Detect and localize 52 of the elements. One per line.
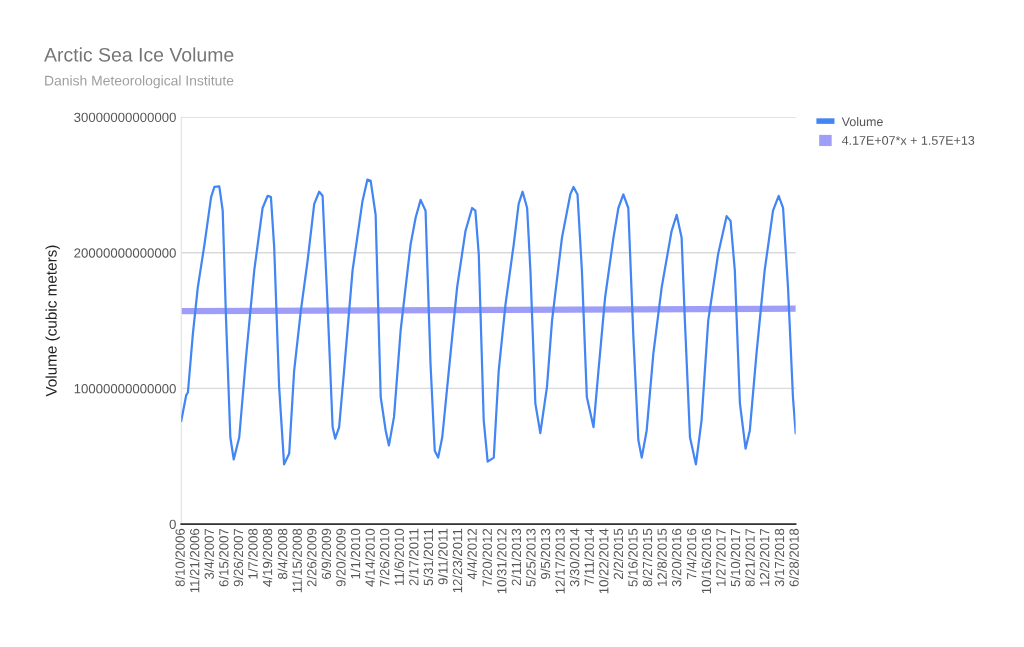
x-tick-label: 1/7/2008 <box>247 528 258 579</box>
x-tick-label: 7/11/2014 <box>584 528 594 586</box>
x-tick-label: 6/28/2018 <box>789 528 799 587</box>
x-tick-label: 5/25/2013 <box>525 528 536 587</box>
y-tick-label: 10000000000000 <box>74 383 176 394</box>
legend-label: 4.17E+07*x + 1.57E+13 <box>841 136 975 145</box>
x-tick-label: 8/4/2008 <box>277 528 288 580</box>
x-tick-label: 5/10/2017 <box>730 528 741 587</box>
x-tick-label: 2/2/2015 <box>613 528 624 579</box>
x-tick-label: 4/19/2008 <box>262 528 273 587</box>
y-tick-label: 0 <box>169 519 176 529</box>
x-tick-label: 7/4/2016 <box>686 528 697 579</box>
y-tick-label: 30000000000000 <box>74 112 176 123</box>
x-tick-label: 3/20/2016 <box>671 528 682 587</box>
x-tick-label: 6/9/2009 <box>321 528 332 579</box>
x-tick-label: 9/20/2009 <box>335 528 346 587</box>
x-tick-label: 4/14/2010 <box>365 528 375 587</box>
x-tick-label: 1/1/2010 <box>350 528 361 579</box>
x-tick-label: 6/15/2007 <box>218 528 229 587</box>
x-tick-label: 7/26/2010 <box>379 528 390 587</box>
x-tick-label: 3/4/2007 <box>204 528 214 580</box>
x-tick-label: 10/22/2014 <box>598 528 609 594</box>
x-tick-label: 1/27/2017 <box>715 528 726 586</box>
x-tick-label: 8/10/2006 <box>175 528 185 587</box>
x-tick-label: 10/16/2016 <box>701 528 712 594</box>
x-tick-label: 8/27/2015 <box>642 528 653 587</box>
legend-label: Volume <box>841 116 883 127</box>
x-tick-label: 2/26/2009 <box>306 528 317 587</box>
x-tick-label: 9/5/2013 <box>540 528 551 579</box>
x-tick-label: 7/20/2012 <box>482 528 492 587</box>
x-tick-label: 10/31/2012 <box>496 528 507 594</box>
x-tick-label: 2/11/2013 <box>511 528 522 586</box>
x-tick-label: 11/15/2008 <box>292 528 302 593</box>
x-tick-label: 12/2/2017 <box>759 528 770 586</box>
x-tick-label: 3/30/2014 <box>569 528 580 587</box>
x-tick-label: 12/23/2011 <box>452 528 463 593</box>
x-tick-label: 5/16/2015 <box>627 528 638 587</box>
chart-subtitle: Danish Meteorological Institute <box>45 75 234 89</box>
x-tick-label: 11/6/2010 <box>394 528 404 585</box>
x-tick-label: 5/31/2011 <box>423 528 434 586</box>
y-tick-label: 20000000000000 <box>74 248 176 258</box>
x-tick-label: 12/17/2013 <box>555 528 565 594</box>
x-tick-label: 9/11/2011 <box>437 528 448 585</box>
x-tick-label: 9/26/2007 <box>233 528 244 587</box>
chart-title: Arctic Sea Ice Volume <box>44 47 234 62</box>
x-tick-label: 2/17/2011 <box>408 528 419 586</box>
x-tick-label: 11/21/2006 <box>189 528 200 593</box>
y-axis-title: Volume (cubic meters) <box>45 245 60 397</box>
x-tick-label: 4/4/2012 <box>467 528 477 580</box>
x-tick-label: 12/8/2015 <box>657 528 667 586</box>
x-tick-label: 3/17/2018 <box>774 528 785 587</box>
x-tick-label: 8/21/2017 <box>745 528 755 587</box>
